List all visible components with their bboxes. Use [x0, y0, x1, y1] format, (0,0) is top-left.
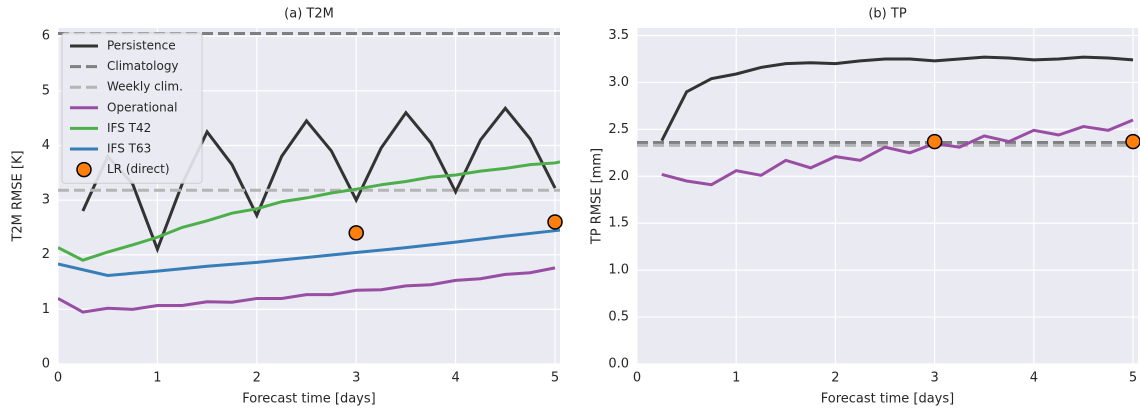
series-line — [661, 118, 1134, 187]
marker — [1125, 133, 1140, 150]
x-tick-label: 5 — [1129, 371, 1137, 386]
y-tick-label: 3 — [42, 193, 50, 208]
legend-label: Weekly clim. — [107, 80, 183, 94]
x-tick-label: 1 — [732, 371, 740, 386]
series-line — [81, 105, 557, 254]
x-tick-label: 0 — [54, 371, 62, 386]
plot-area — [637, 55, 1138, 187]
y-tick-label: 4 — [42, 138, 50, 153]
y-tick-label: 1 — [42, 302, 50, 317]
x-tick-label: 1 — [153, 371, 161, 386]
y-tick-label: 3.5 — [608, 28, 629, 43]
y-tick-label: 5 — [42, 83, 50, 98]
legend-box — [61, 32, 203, 184]
series-line — [58, 160, 560, 262]
y-tick-label: 0 — [42, 357, 50, 372]
y-tick-label: 0.5 — [608, 310, 629, 325]
series-line — [58, 266, 556, 314]
y-tick-label: 0.0 — [608, 357, 629, 372]
y-axis-label: T2M RMSE [K] — [11, 150, 26, 242]
x-tick-label: 4 — [1030, 371, 1038, 386]
x-tick-label: 2 — [253, 371, 261, 386]
x-tick-label: 3 — [930, 371, 938, 386]
x-tick-label: 3 — [352, 371, 360, 386]
y-axis-label: TP RMSE [mm] — [590, 148, 605, 245]
marker — [926, 133, 943, 150]
y-tick-label: 2 — [42, 247, 50, 262]
legend-label: Persistence — [107, 39, 176, 53]
marker — [547, 214, 563, 230]
legend-label: LR (direct) — [107, 162, 170, 176]
legend-label: IFS T63 — [107, 142, 151, 156]
legend-label: Operational — [107, 100, 177, 114]
x-axis-label: Forecast time [days] — [821, 392, 954, 407]
chart-title: (b) TP — [868, 7, 906, 22]
plot-area — [58, 31, 560, 314]
legend: Persistence Climatology Weekly clim. Operat… — [61, 32, 203, 184]
x-tick-label: 0 — [633, 371, 641, 386]
y-tick-label: 3.0 — [608, 75, 629, 90]
y-tick-label: 2.0 — [608, 169, 629, 184]
chart-title: (a) T2M — [284, 7, 334, 22]
x-tick-label: 5 — [551, 371, 559, 386]
marker — [348, 225, 364, 241]
y-tick-label: 1.0 — [608, 263, 629, 278]
x-tick-label: 2 — [831, 371, 839, 386]
series-line — [660, 55, 1134, 142]
legend-label: Climatology — [107, 59, 179, 73]
series-line — [58, 228, 560, 278]
y-tick-label: 2.5 — [608, 122, 629, 137]
legend-label: IFS T42 — [107, 121, 151, 135]
y-tick-label: 6 — [42, 29, 50, 44]
x-axis-label: Forecast time [days] — [242, 392, 375, 407]
y-tick-label: 1.5 — [608, 216, 629, 231]
x-tick-label: 4 — [451, 371, 459, 386]
plot-background — [637, 28, 1138, 364]
legend-marker — [76, 161, 92, 178]
